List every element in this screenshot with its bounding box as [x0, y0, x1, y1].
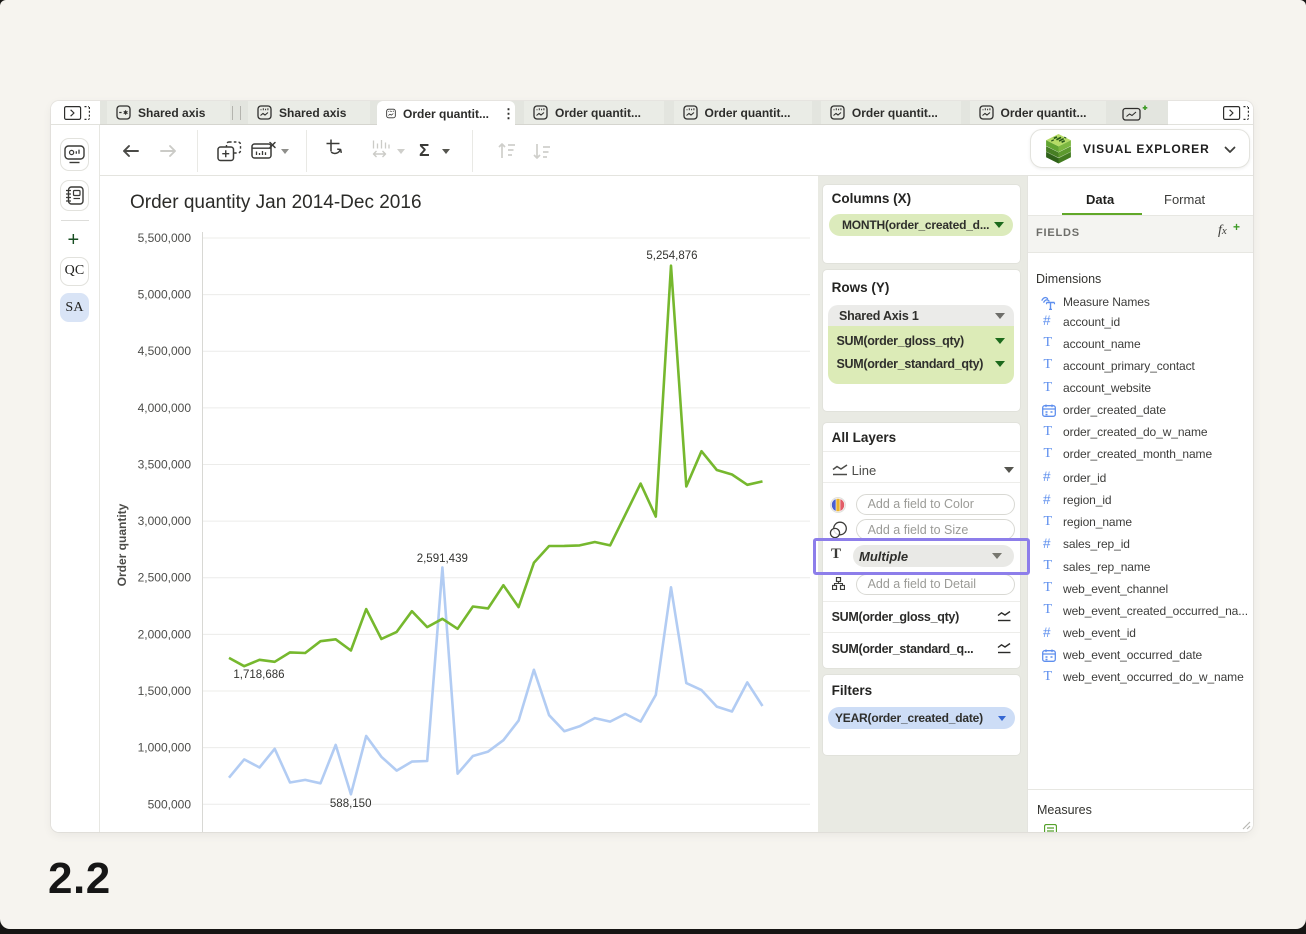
svg-text:500,000: 500,000: [148, 797, 192, 811]
svg-text:5,254,876: 5,254,876: [646, 250, 697, 262]
svg-text:Order quantity: Order quantity: [115, 503, 129, 586]
svg-text:2,000,000: 2,000,000: [138, 627, 192, 641]
svg-text:2,591,439: 2,591,439: [417, 553, 468, 565]
svg-text:4,500,000: 4,500,000: [138, 344, 192, 358]
svg-text:5,000,000: 5,000,000: [138, 288, 192, 302]
svg-text:588,150: 588,150: [330, 798, 372, 810]
svg-text:5,500,000: 5,500,000: [138, 231, 192, 245]
svg-text:1,718,686: 1,718,686: [233, 669, 284, 681]
svg-text:3,500,000: 3,500,000: [138, 458, 192, 472]
svg-text:4,000,000: 4,000,000: [138, 401, 192, 415]
svg-text:1,500,000: 1,500,000: [138, 684, 192, 698]
svg-text:3,000,000: 3,000,000: [138, 514, 192, 528]
svg-text:1,000,000: 1,000,000: [138, 741, 192, 755]
svg-text:2,500,000: 2,500,000: [138, 571, 192, 585]
